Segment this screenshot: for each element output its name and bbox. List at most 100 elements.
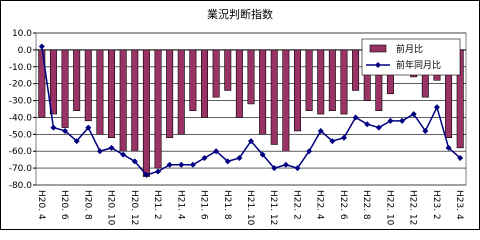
x-tick-label: H22. 12: [408, 190, 418, 225]
legend-swatch: [375, 62, 381, 68]
bar: [61, 49, 69, 128]
y-tick-label: -80.0: [9, 181, 33, 191]
bar: [154, 49, 162, 169]
marker: [329, 138, 336, 145]
bar: [317, 49, 325, 115]
bar: [177, 49, 185, 135]
bar: [259, 49, 267, 135]
x-tick-label: H21. 6: [199, 190, 209, 220]
marker: [259, 151, 266, 158]
marker: [73, 138, 80, 145]
marker: [155, 168, 162, 175]
marker: [387, 117, 394, 124]
x-tick-label: H21. 8: [222, 190, 232, 220]
x-tick-label: H21. 2: [152, 190, 162, 220]
x-tick-label: H22. 6: [338, 190, 348, 220]
marker: [433, 104, 440, 111]
marker: [375, 124, 382, 131]
marker: [248, 138, 254, 145]
marker: [178, 161, 185, 168]
x-tick-label: H22. 2: [291, 190, 301, 220]
marker: [352, 114, 359, 121]
y-tick-label: 10.0: [12, 29, 32, 39]
bar: [131, 49, 139, 152]
marker: [236, 154, 243, 161]
x-tick-label: H21. 10: [245, 190, 255, 226]
marker: [201, 154, 208, 161]
bar: [224, 49, 232, 91]
x-tick-label: H21. 12: [268, 190, 278, 225]
x-tick-label: H22. 10: [384, 190, 394, 226]
marker: [399, 117, 406, 124]
bar: [235, 49, 243, 118]
marker: [306, 148, 313, 155]
x-tick-label: H22. 8: [361, 190, 371, 220]
marker: [62, 127, 69, 134]
bar: [73, 49, 81, 111]
y-tick-label: -70.0: [9, 164, 33, 174]
marker: [108, 144, 115, 151]
bar: [119, 49, 127, 152]
bar: [247, 49, 255, 105]
marker: [317, 127, 324, 134]
marker: [213, 148, 220, 155]
marker: [445, 144, 452, 151]
bar: [293, 49, 301, 132]
marker: [224, 158, 231, 165]
x-tick-label: H22. 4: [315, 190, 325, 220]
marker: [340, 134, 347, 141]
bar: [270, 49, 278, 145]
marker: [50, 124, 57, 131]
bar: [340, 49, 348, 115]
bar: [305, 49, 313, 111]
bar: [212, 49, 220, 98]
page: {"chart_data": {"type": "bar-line", "tit…: [0, 0, 480, 230]
bar: [201, 49, 209, 118]
marker: [38, 43, 45, 50]
marker: [410, 111, 417, 118]
legend-label: 前月比: [396, 43, 423, 55]
marker: [120, 151, 127, 158]
y-tick-label: 0.0: [18, 46, 33, 56]
y-tick-label: -10.0: [9, 63, 33, 73]
marker: [457, 154, 464, 161]
marker: [85, 124, 92, 131]
bar: [282, 49, 290, 152]
marker: [364, 121, 371, 128]
marker: [294, 165, 301, 172]
x-tick-label: H20. 8: [82, 190, 92, 220]
y-tick-label: -40.0: [9, 113, 33, 123]
marker: [189, 161, 196, 168]
legend-swatch: [369, 44, 387, 53]
marker: [166, 161, 173, 168]
bar: [96, 49, 104, 135]
bar: [352, 49, 360, 91]
marker: [271, 165, 278, 172]
chart-title: 業況判断指数: [207, 7, 273, 21]
marker: [131, 158, 138, 165]
y-tick-label: -60.0: [9, 147, 33, 157]
bar: [49, 49, 57, 115]
x-tick-label: H21. 4: [175, 190, 185, 220]
x-tick-label: H20. 12: [129, 190, 139, 225]
x-tick-label: H23. 2: [431, 190, 441, 220]
y-tick-label: -50.0: [9, 130, 33, 140]
bar: [142, 49, 150, 177]
bar: [108, 49, 116, 139]
bar: [189, 49, 197, 111]
chart: 業況判断指数 10.0 0.0 -10.0 -20.0 -30.0 -40.0 -50.0 -…: [0, 0, 480, 230]
x-tick-label: H23. 4: [454, 190, 464, 220]
x-tick-label: H20. 4: [36, 190, 46, 220]
marker: [422, 127, 429, 134]
x-tick-label: H20. 6: [59, 190, 69, 220]
x-tick-label: H20. 10: [106, 190, 116, 226]
bar: [328, 49, 336, 111]
bar: [166, 49, 174, 139]
y-tick-label: -30.0: [9, 97, 33, 107]
marker: [143, 171, 150, 178]
bar: [84, 49, 92, 122]
marker: [96, 148, 103, 155]
marker: [282, 161, 289, 168]
y-tick-label: -20.0: [9, 80, 33, 90]
legend-label: 前年同月比: [396, 59, 441, 71]
